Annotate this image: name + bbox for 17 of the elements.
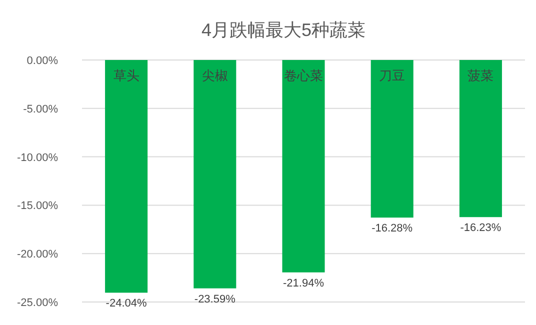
y-tick-label: -15.00% [17,200,58,212]
y-tick-label: 0.00% [26,55,58,67]
y-tick-label: -5.00% [23,103,58,116]
x-tick-label: 刀豆 [379,68,406,83]
data-label: -16.28% [372,222,413,235]
x-tick-label: 菠菜 [468,68,494,83]
x-tick-label: 草头 [113,68,140,83]
y-tick-label: -25.00% [17,297,58,309]
data-label: -16.23% [460,222,502,234]
chart-title: 4月跌幅最大5种蔬菜 [201,20,366,40]
x-tick-label: 卷心菜 [284,68,323,83]
data-label: -23.59% [194,293,236,306]
y-tick-label: -10.00% [17,152,58,164]
x-tick-label: 尖椒 [202,68,228,83]
data-label: -21.94% [283,277,324,290]
data-label: -24.04% [106,298,147,310]
y-tick-label: -20.00% [17,248,58,261]
